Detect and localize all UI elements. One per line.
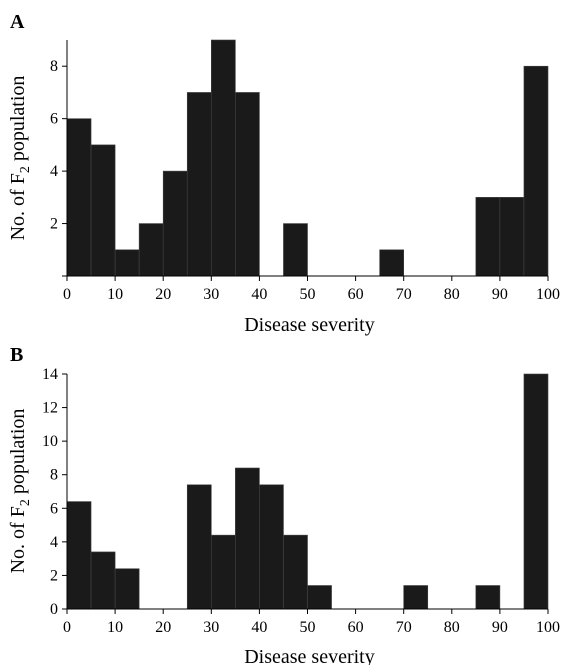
- histogram-bar: [379, 249, 404, 277]
- histogram-bar: [186, 92, 212, 277]
- histogram-bar: [138, 223, 164, 277]
- panel-label: A: [10, 11, 25, 33]
- y-tick-label: 4: [50, 163, 58, 180]
- histogram-bar: [114, 568, 140, 610]
- x-axis-title: Disease severity: [244, 314, 375, 336]
- x-tick-label: 20: [155, 619, 171, 636]
- histogram-bar: [499, 197, 525, 277]
- y-tick-label: 8: [50, 58, 58, 75]
- x-tick-label: 80: [444, 286, 460, 303]
- y-axis-title-tail: population: [7, 76, 29, 167]
- histogram-bar: [211, 534, 236, 610]
- x-tick-label: 0: [63, 619, 71, 636]
- histogram-bar: [66, 501, 92, 610]
- x-tick-label: 60: [348, 286, 364, 303]
- panel-label: B: [10, 344, 23, 366]
- x-tick-label: 80: [444, 619, 460, 636]
- x-tick-label: 70: [396, 619, 412, 636]
- y-tick-label: 0: [50, 601, 58, 618]
- y-tick-label: 2: [50, 216, 58, 233]
- y-tick-label: 6: [50, 500, 58, 517]
- panel-a: A 0 10 20 30 40 50 60 70 80 90 100 2 4 6 8 Disease sever…: [7, 11, 560, 336]
- y-tick-label: 2: [50, 567, 58, 584]
- y-axis-title-subscript: 2: [18, 499, 33, 506]
- x-tick-label: 40: [251, 619, 267, 636]
- y-tick-label: 12: [42, 400, 58, 417]
- y-axis-title-main: No. of F: [7, 506, 29, 573]
- y-tick-label: 8: [50, 467, 58, 484]
- histogram-bar: [162, 170, 188, 277]
- x-tick-label: 70: [396, 286, 412, 303]
- y-axis-title: No. of F2 population: [7, 76, 33, 241]
- y-tick-label: 4: [50, 534, 58, 551]
- histogram-bar: [523, 373, 549, 610]
- histogram-bar: [475, 585, 501, 610]
- x-tick-label: 90: [492, 619, 508, 636]
- x-tick-label: 50: [300, 286, 316, 303]
- x-tick-label: 10: [107, 286, 123, 303]
- y-axis-title-main: No. of F: [7, 173, 29, 240]
- x-tick-label: 20: [155, 286, 171, 303]
- x-tick-label: 0: [63, 286, 71, 303]
- histogram-bar: [114, 249, 140, 277]
- x-tick-label: 100: [536, 619, 560, 636]
- y-axis-title-tail: population: [7, 409, 29, 500]
- histogram-bar: [283, 223, 308, 277]
- histogram-bar: [523, 65, 549, 277]
- x-axis-title: Disease severity: [244, 646, 375, 665]
- histogram-bar: [403, 585, 429, 610]
- x-tick-label: 60: [348, 619, 364, 636]
- panel-b: B 0 10 20 30 40 50 60 70 80 90 100 0 2 4 6 8 10 12 14 Diseas…: [7, 344, 560, 665]
- y-axis-title-subscript: 2: [18, 166, 33, 173]
- y-tick-label: 14: [42, 366, 58, 383]
- histogram-bar: [90, 144, 116, 277]
- histogram-bar: [307, 585, 332, 610]
- x-tick-label: 90: [492, 286, 508, 303]
- x-tick-label: 30: [203, 619, 219, 636]
- histogram-bar: [90, 551, 116, 610]
- x-tick-label: 30: [203, 286, 219, 303]
- histogram-bar: [66, 118, 92, 277]
- histogram-bar: [475, 197, 501, 277]
- histogram-bar: [283, 534, 308, 610]
- histogram-bar: [211, 39, 236, 277]
- x-tick-label: 100: [536, 286, 560, 303]
- x-tick-label: 10: [107, 619, 123, 636]
- x-tick-label: 50: [300, 619, 316, 636]
- histogram-bar: [186, 484, 212, 610]
- histogram-bar: [235, 467, 260, 610]
- y-tick-label: 10: [42, 433, 58, 450]
- y-axis-title: No. of F2 population: [7, 409, 33, 574]
- histogram-bar: [259, 484, 284, 610]
- histogram-bar: [235, 92, 260, 277]
- x-tick-label: 40: [251, 286, 267, 303]
- y-tick-label: 6: [50, 111, 58, 128]
